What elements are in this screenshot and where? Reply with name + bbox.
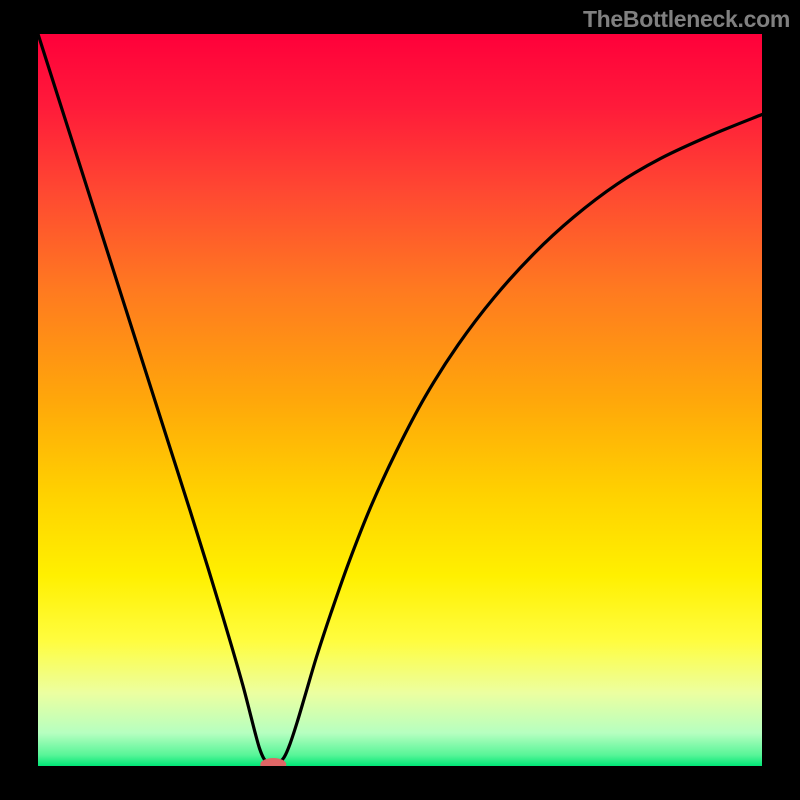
plot-background — [38, 34, 762, 766]
bottleneck-plot — [38, 34, 762, 766]
watermark-text: TheBottleneck.com — [583, 6, 790, 33]
chart-frame: TheBottleneck.com — [0, 0, 800, 800]
